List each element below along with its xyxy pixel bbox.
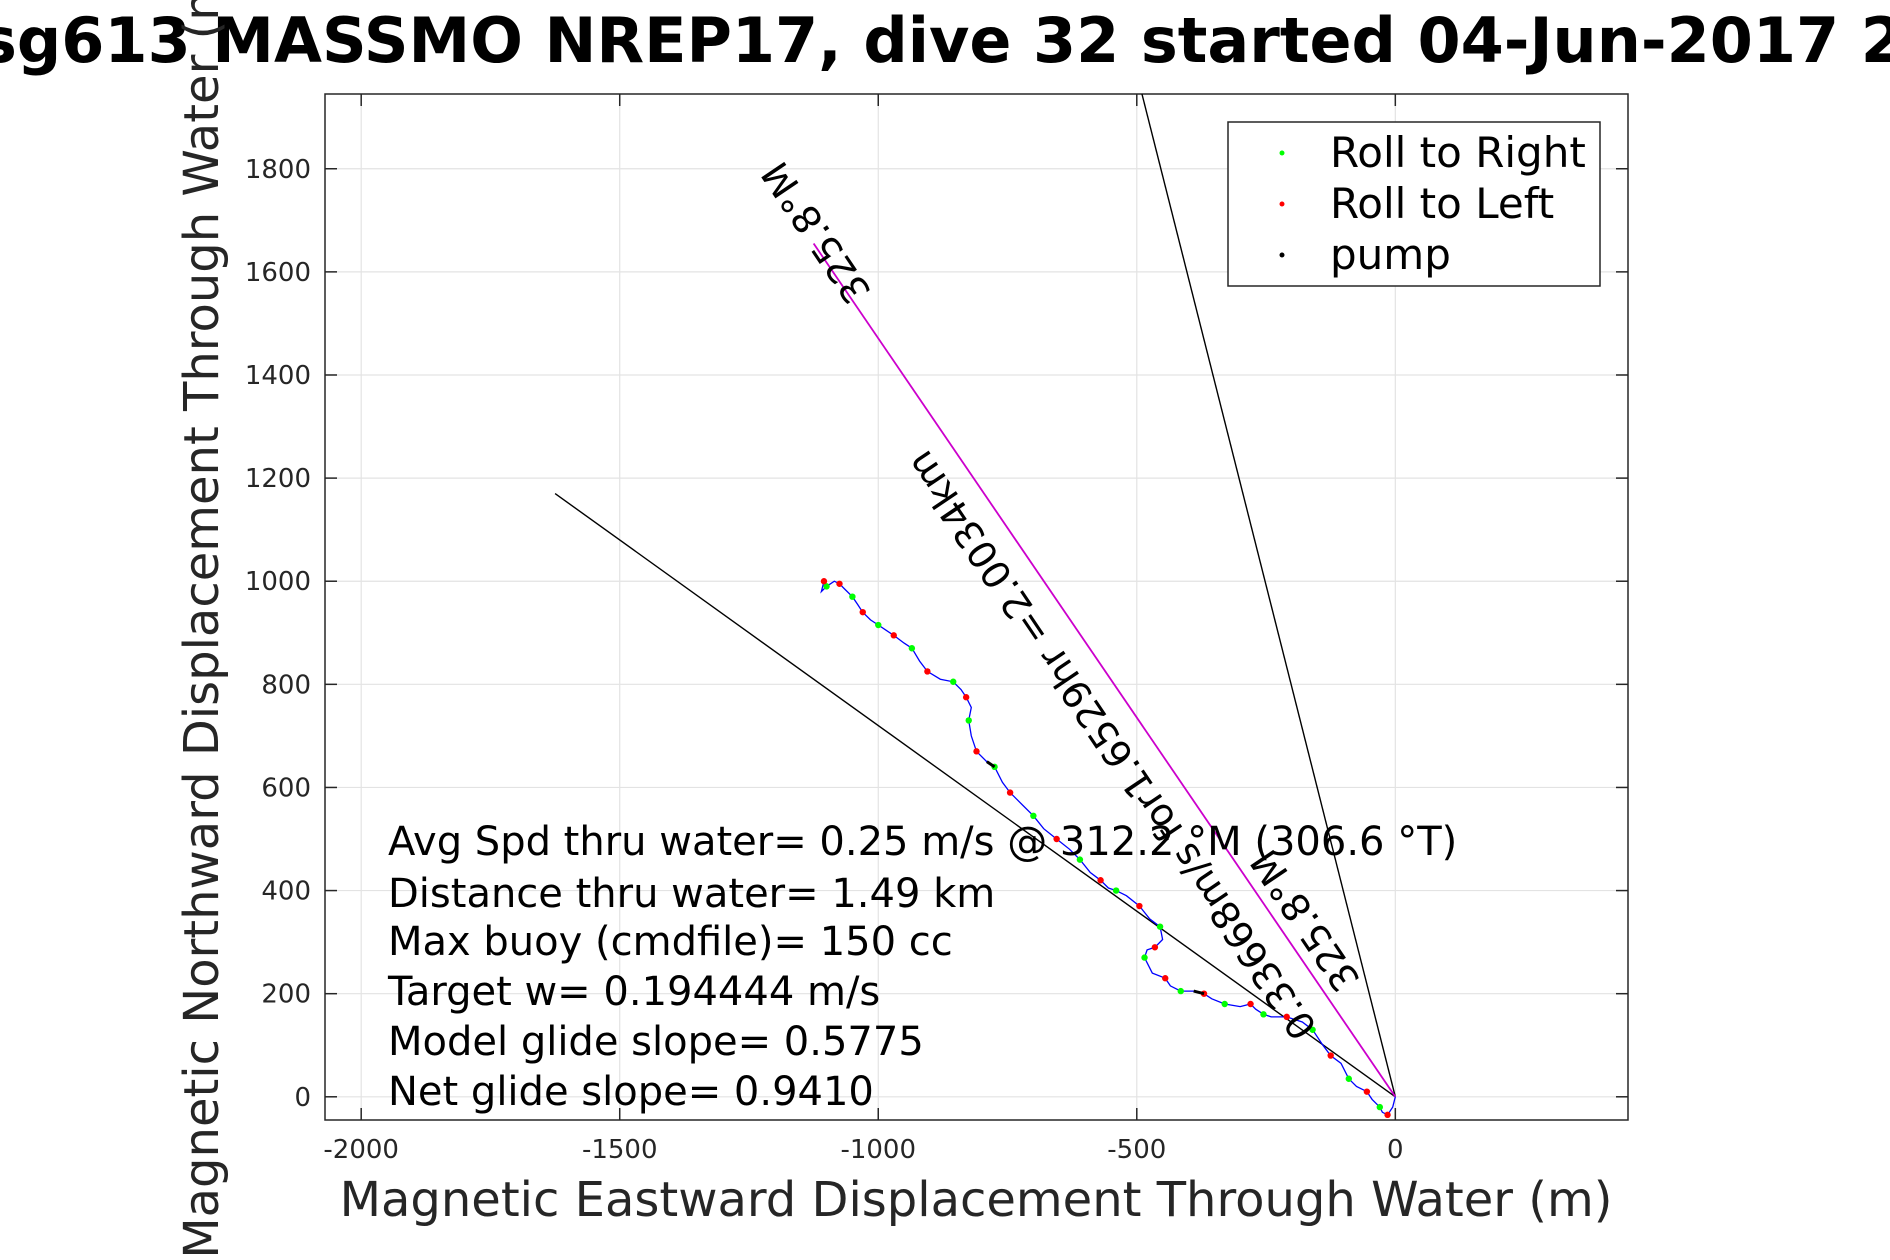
roll-left-marker [1097,877,1104,884]
roll-right-marker [875,621,882,629]
x-tick-labels: -2000 -1500 -1000 -500 0 [323,1135,1403,1165]
roll-right-marker [965,717,972,724]
roll-left-marker [1006,789,1014,796]
roll-right-marker [1112,887,1120,894]
y-tick-label: 800 [261,670,311,700]
axis-ticks [325,94,1628,1120]
roll-left-marker [1247,1000,1254,1008]
legend-marker-roll-left [1279,201,1285,207]
roll-left-marker [1384,1111,1391,1119]
roll-left-marker [1151,944,1159,951]
roll-right-marker [1376,1103,1384,1111]
annotation-distance: Distance thru water= 1.49 km [388,871,995,917]
roll-right-marker [1076,856,1084,863]
x-tick-label: 0 [1387,1135,1404,1165]
roll-right-marker [1141,954,1148,961]
y-tick-label: 600 [261,773,311,803]
x-tick-label: -1500 [582,1135,658,1165]
y-tick-label: 400 [261,877,311,907]
x-axis-label: Magnetic Eastward Displacement Through W… [340,1172,1613,1228]
y-tick-label: 1400 [245,361,311,391]
roll-right-marker [950,678,957,685]
reference-line [1141,93,1397,1097]
speed-distance-annotation: 0.33668m/s for1.6529hr =2.0034km [898,443,1326,1048]
reference-lines [554,93,1397,1098]
y-tick-label: 1800 [245,155,311,185]
roll-right-marker [1221,1000,1228,1008]
legend-marker-roll-right [1279,150,1285,156]
y-tick-label: 200 [261,980,311,1010]
annotation-block: Avg Spd thru water= 0.25 m/s @ 312.2 °M … [387,819,1457,1115]
y-tick-label: 0 [294,1083,311,1113]
annotation-avg-speed: Avg Spd thru water= 0.25 m/s @ 312.2 °M … [388,819,1457,865]
roll-right-marker [1345,1075,1352,1082]
legend-label-roll-left: Roll to Left [1330,179,1554,228]
annotation-net-glide: Net glide slope= 0.9410 [388,1069,874,1115]
y-tick-labels: 0 200 400 600 800 1000 1200 1400 1600 1800 [245,155,311,1113]
roll-right-marker [1177,987,1184,995]
roll-right-marker [823,583,830,590]
y-tick-label: 1600 [245,258,311,288]
legend-label-pump: pump [1330,230,1451,279]
legend-marker-pump [1279,252,1285,258]
reference-line [812,243,1397,1098]
roll-left-marker [1162,975,1169,982]
annotation-target-w: Target w= 0.194444 m/s [387,969,880,1015]
roll-left-marker [1363,1088,1371,1095]
roll-left-marker [1053,835,1060,843]
legend: Roll to Right Roll to Left pump [1227,121,1601,287]
roll-right-marker [1156,923,1164,930]
roll-right-marker [1260,1011,1267,1018]
roll-left-marker [890,632,897,639]
pump-marker [1193,989,1205,996]
roll-right-marker [849,593,856,600]
annotation-model-glide: Model glide slope= 0.5775 [388,1019,924,1065]
x-tick-label: -1000 [840,1135,916,1165]
x-tick-label: -500 [1107,1135,1166,1165]
roll-left-marker [1327,1052,1334,1059]
plot-area-frame [324,93,1629,1121]
reference-line [554,493,1396,1098]
roll-left-marker [973,748,980,755]
x-tick-label: -2000 [323,1135,399,1165]
chart-title: sg613 MASSMO NREP17, dive 32 started 04-… [0,4,1890,77]
legend-box [1227,121,1601,287]
roll-markers [820,578,1391,1119]
roll-right-marker [908,645,916,652]
track-line [820,580,1396,1116]
pump-marker [986,760,996,769]
roll-right-marker [1309,1026,1316,1033]
y-axis-label: Magnetic Northward Displacement Through … [174,0,230,1259]
roll-right-marker [1030,812,1037,820]
glider-track [820,580,1396,1116]
roll-left-marker [924,668,931,675]
y-tick-label: 1000 [245,567,311,597]
roll-left-marker [820,578,828,585]
heading-annotation-upper: 325.8°M [753,154,879,312]
roll-left-marker [962,694,970,701]
legend-label-roll-right: Roll to Right [1330,128,1586,177]
y-tick-label: 1200 [245,464,311,494]
roll-left-marker [1283,1013,1290,1021]
annotation-max-buoy: Max buoy (cmdfile)= 150 cc [388,919,953,965]
roll-left-marker [1136,902,1143,910]
roll-left-marker [859,608,866,616]
roll-left-marker [836,580,843,587]
